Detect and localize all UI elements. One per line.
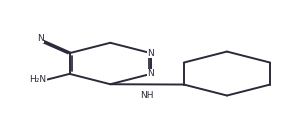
Text: N: N xyxy=(148,69,154,78)
Text: H₂N: H₂N xyxy=(29,75,46,84)
Text: NH: NH xyxy=(140,91,154,100)
Text: N: N xyxy=(37,34,43,43)
Text: N: N xyxy=(148,49,154,58)
